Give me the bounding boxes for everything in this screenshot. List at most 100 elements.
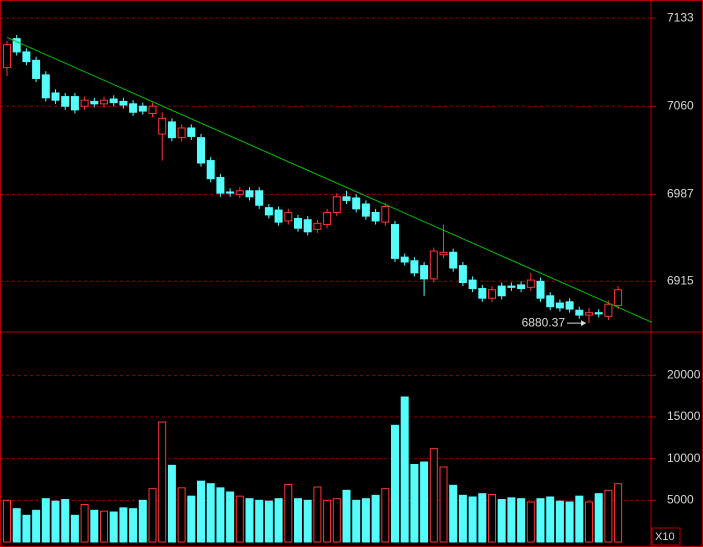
y-tick-label: 6987 — [667, 187, 694, 201]
candle-body — [129, 103, 138, 113]
candle-body — [138, 105, 147, 112]
candle-body — [488, 289, 496, 299]
volume-bar — [555, 500, 564, 543]
candle-body — [119, 100, 128, 106]
candle-body — [400, 256, 409, 263]
trend-line — [6, 36, 653, 323]
volume-bar — [323, 499, 332, 543]
annotation-label: 6880.37 — [522, 315, 566, 329]
candle-body — [109, 98, 118, 104]
candle-body — [391, 224, 399, 259]
candle-body — [22, 51, 31, 63]
volume-bar — [90, 509, 99, 543]
candle-body — [274, 209, 283, 223]
y-tick-label: 5000 — [667, 493, 694, 507]
candle-body — [594, 312, 603, 315]
volume-bar — [100, 510, 108, 543]
candle-body — [177, 127, 186, 139]
volume-bar — [129, 508, 138, 543]
volume-bar — [429, 448, 438, 543]
candle-body — [294, 218, 302, 229]
candle-body — [323, 211, 332, 226]
volume-bar — [361, 498, 370, 543]
candle-body — [342, 196, 351, 201]
volume-bar — [526, 501, 535, 543]
candle-body — [410, 260, 419, 274]
candle-body — [226, 191, 235, 194]
y-tick-label: 7133 — [667, 10, 694, 24]
volume-bar — [332, 498, 341, 543]
volume-bar — [536, 498, 545, 543]
volume-bar — [245, 498, 254, 543]
volume-bar — [303, 499, 312, 543]
candle-body — [80, 99, 89, 107]
candle-body — [604, 303, 613, 317]
candle-body — [546, 295, 555, 308]
candle-body — [197, 137, 205, 164]
candle-body — [517, 284, 526, 290]
candle-body — [216, 176, 225, 194]
volume-bar — [575, 495, 584, 543]
volume-bar — [517, 498, 526, 543]
volume-bar — [3, 499, 11, 543]
volume-bar — [167, 464, 176, 543]
volume-bar — [400, 396, 409, 543]
candle-body — [3, 44, 11, 69]
y-tick-label: 10000 — [667, 451, 701, 465]
candle-body — [507, 285, 516, 288]
candle-body — [206, 160, 215, 180]
volume-bar — [410, 464, 419, 543]
volume-bar — [507, 497, 516, 543]
candle-body — [575, 309, 584, 316]
y-tick-label: 7060 — [667, 98, 694, 112]
candle-body — [245, 190, 254, 198]
candle-body — [352, 197, 361, 210]
y-tick-label: 15000 — [667, 409, 701, 423]
volume-bar — [274, 498, 283, 543]
volume-bar — [148, 488, 157, 543]
volume-bar — [352, 499, 361, 543]
candle-body — [526, 279, 535, 288]
volume-bar — [158, 421, 167, 543]
candle-body — [458, 265, 467, 284]
candle-body — [497, 285, 506, 297]
candle-body — [100, 99, 108, 105]
candle-body — [32, 59, 41, 79]
volume-bar — [546, 496, 555, 543]
volume-bar — [614, 483, 623, 543]
candle-body — [158, 117, 167, 135]
candle-body — [255, 190, 264, 206]
volume-bar — [594, 493, 603, 543]
volume-bar — [468, 496, 477, 543]
candle-body — [90, 100, 99, 105]
volume-bar — [488, 494, 496, 543]
candle-body — [478, 288, 487, 299]
candle-body — [187, 127, 196, 137]
volume-bar — [109, 511, 118, 543]
volume-bar — [420, 461, 429, 543]
candle-body — [420, 265, 429, 280]
candle-body — [439, 251, 448, 256]
candle-body — [371, 211, 380, 222]
candle-body — [167, 121, 176, 139]
unit-box — [651, 527, 681, 546]
volume-bar — [439, 466, 448, 543]
candle-body — [148, 105, 157, 114]
volume-bar — [284, 484, 293, 543]
annotation-arrowhead — [581, 320, 586, 327]
volume-bar — [177, 487, 186, 543]
candle-body — [614, 289, 623, 306]
candle-body — [332, 196, 341, 213]
volume-bar — [313, 486, 322, 543]
volume-bar — [119, 507, 128, 543]
volume-bar — [478, 493, 487, 543]
candle-body — [264, 207, 273, 216]
candle-body — [235, 190, 244, 195]
volume-bar — [226, 491, 235, 543]
candle-body — [468, 279, 477, 290]
volume-bar — [206, 483, 215, 543]
volume-bar — [565, 501, 574, 543]
y-tick-label: 6915 — [667, 273, 694, 287]
